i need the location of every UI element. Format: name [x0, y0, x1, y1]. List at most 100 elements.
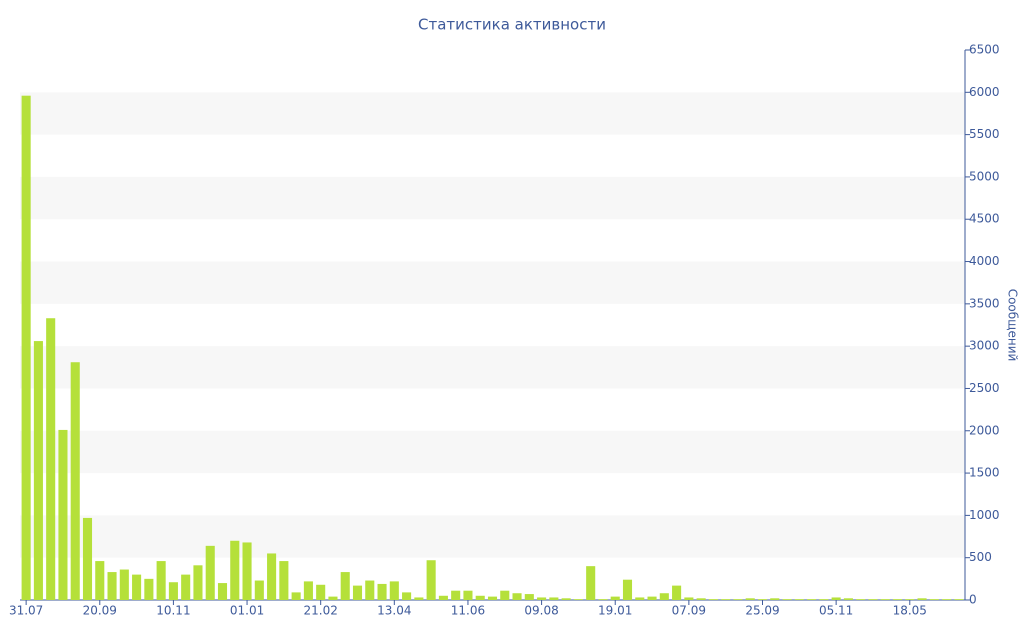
bar	[402, 592, 412, 600]
bar	[672, 585, 682, 600]
bar	[230, 540, 240, 600]
bar	[512, 593, 522, 600]
bar	[635, 597, 645, 600]
x-tick-label: 19.01	[598, 604, 632, 618]
x-tick-label: 31.07	[9, 604, 43, 618]
bar	[622, 579, 633, 600]
bar	[58, 429, 68, 600]
bar	[610, 596, 620, 600]
bar	[33, 341, 43, 600]
bar	[794, 599, 804, 600]
y-axis-label: Сообщений	[1006, 289, 1020, 362]
bar	[573, 599, 583, 600]
bar	[856, 599, 866, 600]
bar	[819, 599, 829, 600]
bar	[242, 542, 252, 600]
bar	[70, 362, 80, 600]
bar	[549, 597, 559, 600]
bar	[181, 574, 191, 600]
bar	[352, 585, 363, 600]
grid-band	[20, 261, 965, 304]
bar	[291, 592, 301, 600]
bar	[463, 590, 473, 600]
y-tick-label: 3500	[969, 296, 1000, 310]
x-tick-label: 10.11	[156, 604, 190, 618]
x-tick-label: 13.04	[377, 604, 411, 618]
x-tick-label: 25.09	[745, 604, 779, 618]
bar	[475, 595, 485, 600]
bar	[868, 599, 878, 600]
y-tick-label: 5500	[969, 127, 1000, 141]
bar	[647, 596, 657, 600]
bar	[745, 598, 755, 600]
bar	[537, 597, 547, 600]
grid-band	[20, 176, 965, 220]
bar	[107, 572, 117, 600]
bar	[119, 569, 129, 600]
x-tick-label: 07.09	[672, 604, 706, 618]
bar	[46, 318, 56, 600]
x-tick-label: 18.05	[893, 604, 927, 618]
bar	[132, 574, 142, 600]
bar	[684, 597, 694, 600]
bar	[561, 598, 571, 600]
y-tick-label: 3000	[969, 339, 1000, 353]
bar	[414, 597, 424, 600]
bar	[267, 553, 277, 600]
y-tick-label: 1500	[969, 466, 1000, 480]
bar	[929, 599, 939, 600]
bar	[770, 598, 780, 600]
bar	[21, 95, 31, 600]
bar	[303, 581, 313, 600]
bar	[316, 584, 326, 600]
bar	[500, 590, 510, 600]
bar	[708, 599, 718, 600]
bar	[880, 599, 890, 600]
grid-band	[20, 430, 965, 474]
y-tick-label: 6500	[969, 43, 1000, 57]
bar	[524, 594, 534, 600]
bar	[279, 561, 289, 600]
bar	[82, 517, 93, 600]
bar	[451, 590, 461, 600]
bar	[843, 598, 853, 600]
bar	[659, 593, 669, 600]
bar	[168, 582, 178, 600]
bar	[905, 599, 915, 600]
bar	[942, 599, 952, 600]
bar	[733, 599, 743, 600]
bar	[205, 545, 215, 600]
y-tick-label: 6000	[969, 85, 1000, 99]
bar	[193, 565, 203, 600]
bar	[389, 581, 399, 600]
chart-title: Статистика активности	[418, 16, 606, 34]
y-tick-label: 5000	[969, 169, 1000, 183]
x-tick-label: 05.11	[819, 604, 853, 618]
grid-band	[20, 515, 965, 558]
y-tick-label: 500	[969, 550, 992, 564]
bar	[377, 583, 387, 600]
x-tick-label: 20.09	[83, 604, 117, 618]
bar	[365, 580, 375, 600]
bar	[426, 560, 436, 600]
y-tick-label: 0	[969, 593, 977, 607]
x-tick-label: 01.01	[230, 604, 264, 618]
x-tick-label: 09.08	[524, 604, 558, 618]
bar	[831, 597, 841, 600]
bar	[586, 566, 596, 600]
bar	[254, 580, 264, 600]
bar	[757, 599, 768, 600]
bar	[487, 596, 498, 600]
bar	[438, 595, 448, 600]
y-tick-label: 2500	[969, 381, 1000, 395]
bar	[217, 583, 228, 600]
bar	[696, 598, 706, 600]
grid-band	[20, 92, 965, 135]
bar	[156, 561, 166, 600]
bar	[954, 599, 964, 600]
bar	[892, 599, 903, 600]
bar	[95, 561, 105, 600]
y-tick-label: 1000	[969, 508, 1000, 522]
bar	[328, 596, 338, 600]
